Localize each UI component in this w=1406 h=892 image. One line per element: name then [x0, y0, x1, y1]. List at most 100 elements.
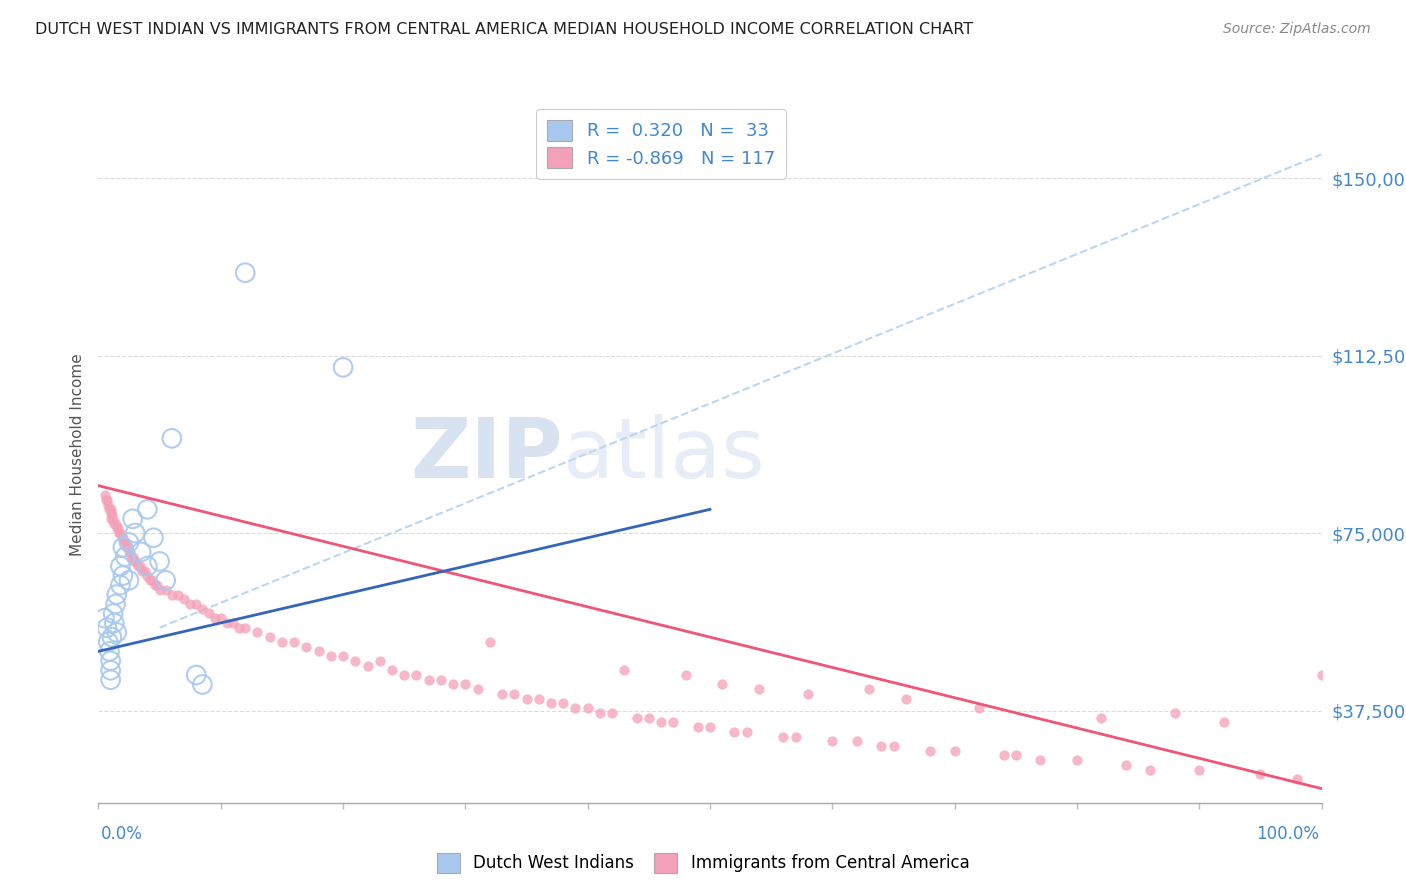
Point — [332, 360, 354, 375]
Point — [112, 535, 135, 549]
Point — [143, 578, 166, 592]
Point — [405, 668, 427, 682]
Point — [101, 630, 124, 644]
Point — [920, 744, 942, 758]
Point — [553, 697, 575, 711]
Point — [858, 682, 880, 697]
Point — [124, 554, 146, 568]
Point — [204, 611, 226, 625]
Point — [589, 706, 612, 720]
Point — [1212, 715, 1234, 730]
Point — [149, 582, 172, 597]
Point — [215, 615, 238, 630]
Point — [118, 545, 141, 559]
Point — [105, 521, 128, 535]
Point — [993, 748, 1015, 763]
Point — [121, 549, 143, 564]
Point — [114, 535, 136, 549]
Point — [160, 431, 183, 445]
Legend: Dutch West Indians, Immigrants from Central America: Dutch West Indians, Immigrants from Cent… — [430, 847, 976, 880]
Point — [111, 531, 134, 545]
Point — [735, 724, 758, 739]
Point — [101, 512, 124, 526]
Point — [129, 559, 152, 574]
Point — [100, 663, 122, 677]
Point — [228, 621, 250, 635]
Point — [1310, 668, 1333, 682]
Point — [142, 531, 165, 545]
Point — [100, 512, 122, 526]
Point — [96, 492, 118, 507]
Point — [136, 559, 159, 574]
Point — [441, 677, 464, 691]
Point — [967, 701, 990, 715]
Point — [503, 687, 526, 701]
Point — [131, 564, 153, 578]
Point — [344, 654, 367, 668]
Point — [527, 691, 550, 706]
Point — [93, 488, 115, 502]
Point — [160, 588, 183, 602]
Point — [141, 574, 163, 588]
Point — [136, 502, 159, 516]
Point — [167, 588, 190, 602]
Point — [1286, 772, 1309, 786]
Point — [1090, 710, 1112, 724]
Point — [233, 266, 256, 280]
Point — [96, 621, 118, 635]
Point — [821, 734, 844, 748]
Point — [98, 644, 121, 658]
Point — [564, 701, 586, 715]
Point — [478, 635, 501, 649]
Point — [233, 621, 256, 635]
Point — [308, 644, 330, 658]
Point — [110, 526, 132, 541]
Point — [114, 549, 136, 564]
Point — [146, 578, 169, 592]
Point — [105, 588, 128, 602]
Point — [191, 677, 214, 691]
Point — [650, 715, 672, 730]
Text: Source: ZipAtlas.com: Source: ZipAtlas.com — [1223, 22, 1371, 37]
Legend: R =  0.320   N =  33, R = -0.869   N = 117: R = 0.320 N = 33, R = -0.869 N = 117 — [536, 109, 786, 178]
Text: atlas: atlas — [564, 415, 765, 495]
Point — [723, 724, 745, 739]
Point — [259, 630, 281, 644]
Point — [381, 663, 404, 677]
Point — [118, 574, 141, 588]
Point — [637, 710, 661, 724]
Point — [111, 568, 134, 582]
Point — [124, 526, 146, 541]
Point — [467, 682, 489, 697]
Point — [772, 730, 794, 744]
Point — [845, 734, 868, 748]
Point — [675, 668, 697, 682]
Point — [155, 574, 177, 588]
Point — [222, 615, 245, 630]
Point — [110, 559, 132, 574]
Text: 0.0%: 0.0% — [101, 825, 143, 843]
Point — [246, 625, 269, 640]
Point — [105, 625, 128, 640]
Point — [515, 691, 537, 706]
Point — [392, 668, 416, 682]
Point — [129, 545, 152, 559]
Point — [100, 654, 122, 668]
Text: 100.0%: 100.0% — [1256, 825, 1319, 843]
Point — [197, 607, 219, 621]
Text: ZIP: ZIP — [411, 415, 564, 495]
Y-axis label: Median Household Income: Median Household Income — [69, 353, 84, 557]
Point — [97, 498, 120, 512]
Point — [111, 540, 134, 554]
Point — [894, 691, 917, 706]
Point — [662, 715, 685, 730]
Point — [319, 649, 342, 664]
Point — [576, 701, 599, 715]
Point — [179, 597, 201, 611]
Point — [209, 611, 232, 625]
Point — [1029, 753, 1052, 767]
Point — [104, 597, 127, 611]
Point — [136, 568, 159, 582]
Point — [103, 516, 125, 531]
Point — [332, 649, 354, 664]
